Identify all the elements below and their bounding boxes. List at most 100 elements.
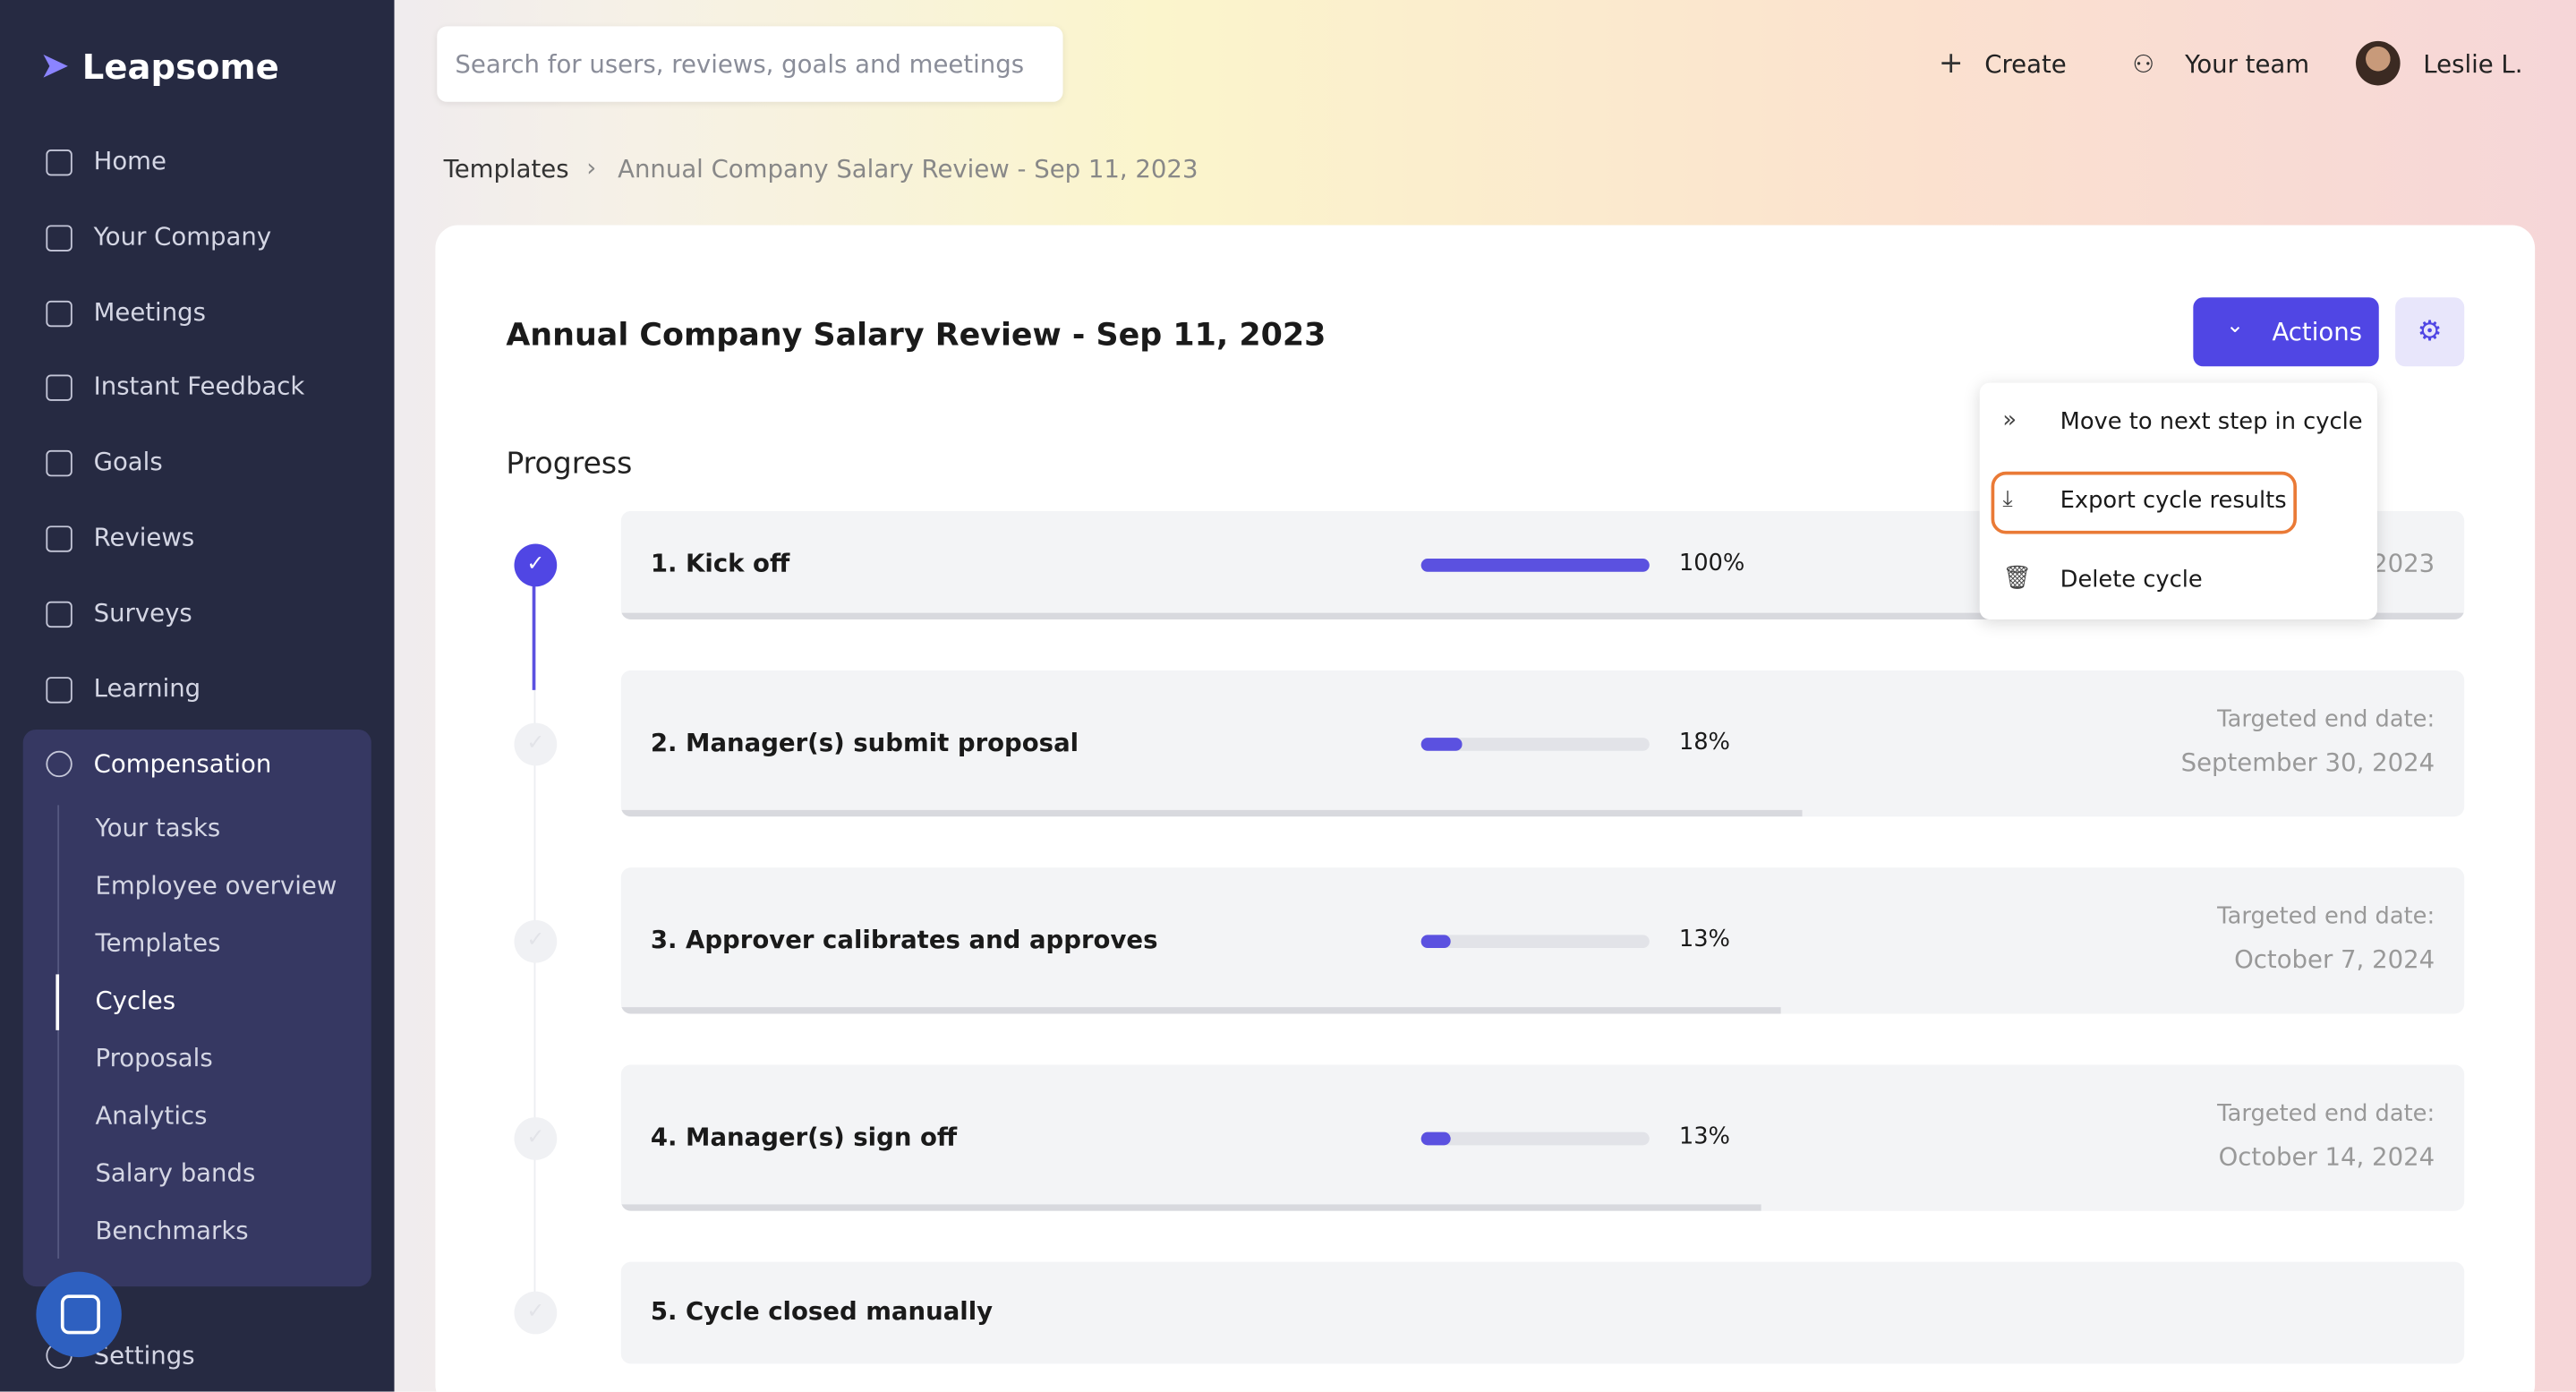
step-name: 3. Approver calibrates and approves [650,924,1158,954]
page-title: Annual Company Salary Review - Sep 11, 2… [506,317,1326,354]
progress-percent: 13% [1678,926,1730,952]
date-label: Targeted end date: [2217,1099,2435,1127]
settings-button[interactable]: ⚙ [2395,297,2465,367]
step-card: 3. Approver calibrates and approves 13% Ta… [620,867,2465,1014]
nav-item[interactable]: Meetings [93,296,206,327]
progress-heading: Progress [506,447,633,482]
progress-fill [1420,737,1463,750]
nav-item[interactable]: Goals [93,447,163,477]
subnav-item[interactable]: Templates [95,928,221,959]
progress-fill [1420,934,1451,948]
progress-track [1420,934,1650,948]
step-name: 5. Cycle closed manually [650,1296,994,1327]
nav-icon [46,525,73,552]
sidebar: ➤ Leapsome Settings Home Your Company Meet… [0,0,395,1392]
step-progress-track [620,809,1803,817]
date: October 14, 2024 [2218,1140,2435,1171]
nav-icon [46,450,73,477]
nav-item[interactable]: Learning [93,672,201,703]
nav-item[interactable]: Settings [93,1340,195,1371]
menu-icon: » [2002,407,2017,434]
team-button[interactable]: Your team [2185,49,2310,80]
menu-item[interactable]: Delete cycle [2060,567,2203,594]
progress-track [1420,559,1650,572]
step-card: 2. Manager(s) submit proposal 18% Targeted… [620,670,2465,817]
chat-button[interactable] [36,1271,122,1358]
date-label: Targeted end date: [2217,705,2435,732]
highlight [1991,471,2297,534]
nav-icon [46,676,73,703]
nav-section[interactable]: Compensation [93,748,272,780]
nav-icon [46,300,73,327]
actions-label: Actions [2272,317,2363,347]
nav-icon [46,225,73,252]
step-name: 2. Manager(s) submit proposal [650,727,1079,757]
actions-button[interactable]: ⌄ Actions [2193,297,2379,367]
search-placeholder: Search for users, reviews, goals and mee… [455,49,1025,80]
nav-icon [46,149,73,176]
logo-icon: ➤ [39,46,70,88]
breadcrumb-link[interactable]: Templates [443,154,569,184]
create-button[interactable]: Create [1984,49,2067,80]
progress-percent: 18% [1678,729,1730,756]
timeline-active [532,578,536,690]
step-name: 4. Manager(s) sign off [650,1121,958,1151]
chevron: ⌄ [2226,313,2245,339]
menu-icon: 🗑 [2002,565,2033,592]
nav-item[interactable]: Reviews [93,522,195,552]
nav-icon [46,750,73,778]
nav-item[interactable]: Surveys [93,597,192,628]
subnav-item[interactable]: Analytics [95,1100,208,1131]
menu-item[interactable]: Move to next step in cycle [2060,409,2363,436]
menu-item[interactable]: Export cycle results [2060,488,2287,515]
subnav-item[interactable]: Cycles [95,986,176,1016]
date-label: Targeted end date: [2217,902,2435,929]
nav-icon [46,375,73,402]
logo: Leapsome [81,47,279,88]
step-status: ✓ [514,543,558,587]
progress-fill [1420,1131,1451,1145]
date: 2023 [2372,549,2435,579]
nav-item[interactable]: Your Company [93,221,272,252]
compensation-group [22,729,371,1287]
menu-icon: ⤓ [2002,486,2013,513]
actions-menu: » Move to next step in cycle ⤓ Export cycle… [1979,382,2377,619]
step-status: ✓ [514,1116,558,1159]
step-progress-track [620,612,2465,619]
active-indicator [55,974,60,1030]
progress-fill [1420,559,1650,572]
timeline [533,689,536,1315]
nav-item[interactable]: Home [93,146,166,176]
plus-icon: + [1938,46,1964,81]
subnav-item[interactable]: Benchmarks [95,1216,249,1246]
date: September 30, 2024 [2180,747,2435,777]
step-status: ✓ [514,918,558,962]
step-status: ✓ [514,722,558,765]
progress-percent: 100% [1678,550,1745,577]
avatar [2356,40,2401,86]
subnav-item[interactable]: Employee overview [95,870,337,901]
nav-icon [46,601,73,628]
step-progress-track [620,1007,1781,1014]
team-icon: ⚇ [2132,49,2155,80]
subnav-item[interactable]: Salary bands [95,1157,256,1189]
user-name[interactable]: Leslie L. [2423,49,2523,80]
step-name: 1. Kick off [650,549,790,579]
progress-track [1420,1131,1650,1145]
step-card: 5. Cycle closed manually [620,1261,2465,1364]
search-box[interactable]: Search for users, reviews, goals and mee… [437,26,1063,102]
step-card: 4. Manager(s) sign off 13% Targeted end da… [620,1064,2465,1211]
subnav-item[interactable]: Proposals [95,1043,213,1073]
progress-percent: 13% [1678,1123,1730,1149]
breadcrumb-current: Annual Company Salary Review - Sep 11, 2… [618,154,1198,184]
progress-track [1420,737,1650,750]
subnav-line [57,805,60,1259]
chat-icon [60,1294,100,1335]
subnav-item[interactable]: Your tasks [95,813,221,843]
step-status: ✓ [514,1291,558,1335]
breadcrumb-separator: › [586,152,597,183]
step-progress-track [620,1204,1761,1211]
nav-item[interactable]: Instant Feedback [93,371,305,402]
